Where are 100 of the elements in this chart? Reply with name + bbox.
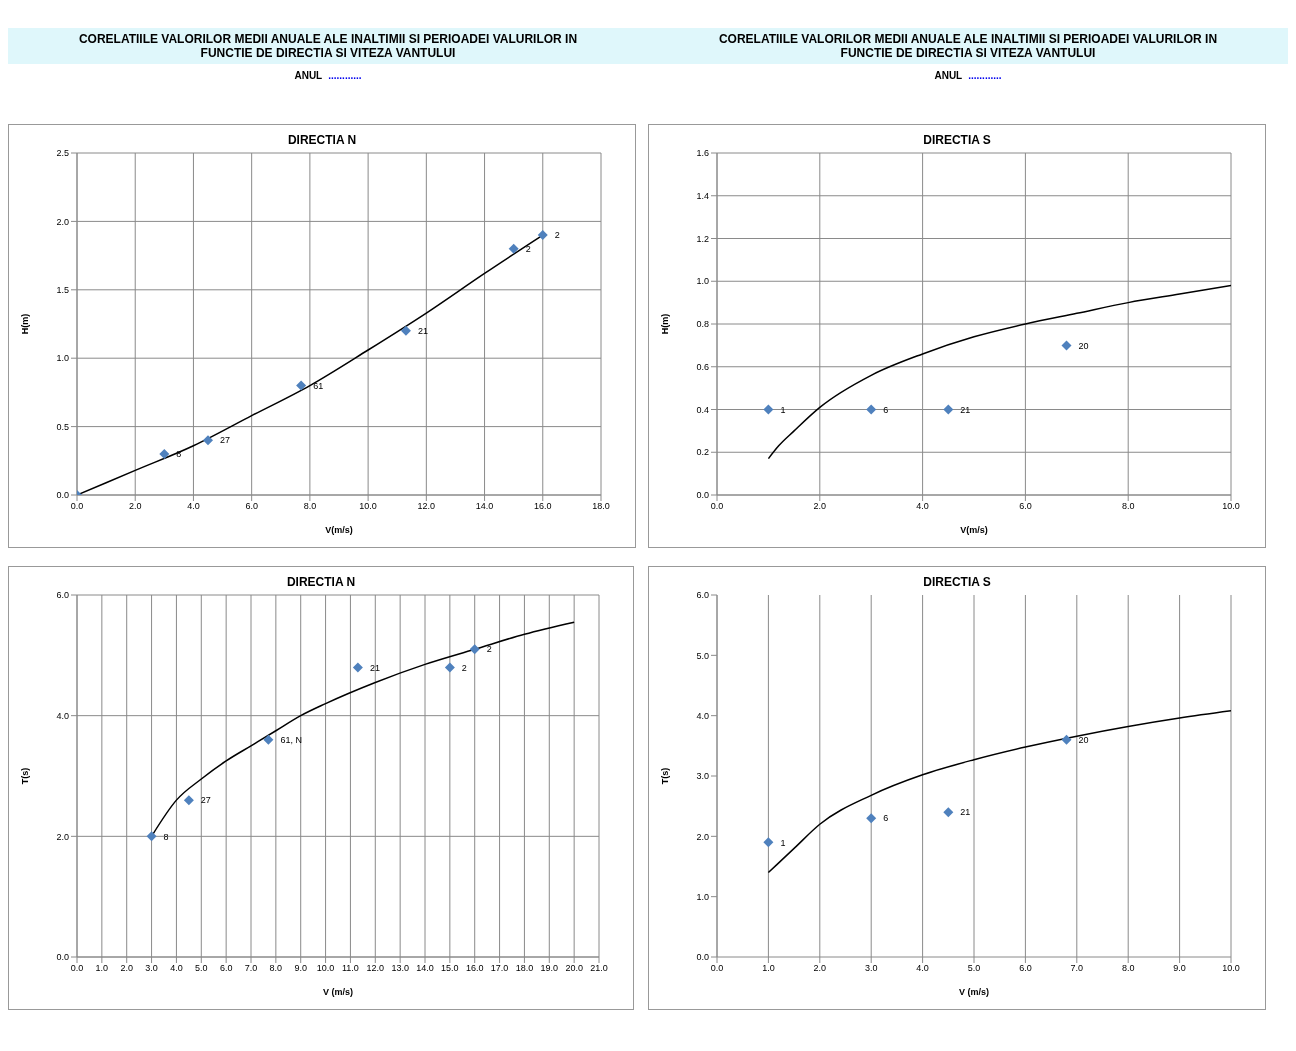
y-tick-label: 0.0 <box>696 952 709 963</box>
y-axis-title: H(m) <box>20 313 31 335</box>
y-tick-label: 1.5 <box>56 284 69 295</box>
y-tick-label: 0.2 <box>696 447 709 458</box>
x-tick-label: 4.0 <box>916 963 929 974</box>
x-tick-label: 0.0 <box>70 963 84 974</box>
annotation: 21 <box>960 404 971 415</box>
annotation: 21 <box>369 662 380 673</box>
point <box>1061 734 1072 745</box>
x-axis-title: V (m/s) <box>322 987 354 997</box>
chart-title: DIRECTIA N <box>286 133 358 147</box>
x-tick-label: 18.0 <box>515 963 534 974</box>
text: ANUL <box>294 70 323 81</box>
annotation: 27 <box>220 435 231 446</box>
y-tick-label: 6.0 <box>696 590 709 601</box>
annotation: 2 <box>525 243 531 254</box>
x-tick-label: 6.0 <box>245 501 258 512</box>
point <box>203 435 213 446</box>
x-tick-label: 8.0 <box>303 501 317 512</box>
x-tick-label: 15.0 <box>441 963 459 974</box>
x-tick-label: 13.0 <box>391 963 409 974</box>
x-tick-label: 10.0 <box>1222 501 1240 512</box>
y-tick-label: 3.0 <box>696 771 709 782</box>
annotation: 20 <box>1078 734 1089 745</box>
annotation: 20 <box>1078 340 1089 351</box>
point <box>763 837 774 848</box>
line-series <box>767 710 1231 874</box>
x-tick-label: 20.0 <box>565 963 583 974</box>
x-tick-label: 3.0 <box>145 963 158 974</box>
chart-title: DIRECTIA S <box>922 575 992 589</box>
x-tick-label: 12.0 <box>417 501 436 512</box>
point <box>469 644 480 655</box>
x-tick-label: 1.0 <box>95 963 109 974</box>
x-tick-label: 2.0 <box>128 501 142 512</box>
y-tick-label: 1.0 <box>696 276 709 287</box>
annotation: 61, N <box>280 734 302 745</box>
x-tick-label: 3.0 <box>864 963 878 974</box>
point <box>508 243 519 254</box>
annotation: 1 <box>780 404 786 415</box>
text: CORELATIILE VALORILOR MEDII ANUALE ALE INALTIMII SI PERIOADEI VALURILOR IN FUNCTIE DE DIRECTIA SI VITEZA VANTULUI <box>648 28 1288 64</box>
text: ANUL <box>934 70 963 81</box>
x-tick-label: 5.0 <box>195 963 208 974</box>
x-tick-label: 10.0 <box>1222 963 1240 974</box>
point <box>943 807 954 818</box>
y-tick-label: 1.0 <box>696 891 709 902</box>
x-tick-label: 16.0 <box>534 501 552 512</box>
x-tick-label: 8.0 <box>1121 501 1135 512</box>
x-tick-label: 6.0 <box>219 963 233 974</box>
y-tick-label: 0.5 <box>56 421 69 432</box>
x-tick-label: 4.0 <box>916 501 929 512</box>
y-tick-label: 2.0 <box>696 831 709 842</box>
y-tick-label: 0.0 <box>56 490 69 501</box>
y-tick-label: 1.2 <box>696 233 709 244</box>
x-tick-label: 6.0 <box>1019 501 1032 512</box>
x-tick-label: 10.0 <box>316 963 335 974</box>
y-tick-label: 5.0 <box>696 650 709 661</box>
x-tick-label: 7.0 <box>244 963 258 974</box>
point <box>866 813 877 824</box>
point <box>263 734 274 745</box>
y-tick-label: 0.0 <box>696 490 709 501</box>
x-tick-label: 17.0 <box>490 963 509 974</box>
text: CORELATIILE VALORILOR MEDII ANUALE ALE INALTIMII SI PERIOADEI VALURILOR IN FUNCTIE DE DIRECTIA SI VITEZA VANTULUI <box>8 28 648 64</box>
annotation: 2 <box>554 230 560 241</box>
point <box>444 662 455 673</box>
x-tick-label: 21.0 <box>590 963 608 974</box>
x-tick-label: 7.0 <box>1070 963 1084 974</box>
point <box>183 795 194 806</box>
y-tick-label: 1.0 <box>56 353 69 364</box>
x-tick-label: 8.0 <box>1121 963 1135 974</box>
y-tick-label: 1.6 <box>696 148 709 159</box>
y-tick-label: 4.0 <box>696 710 709 721</box>
annotation: 27 <box>200 795 211 806</box>
x-tick-label: 14.0 <box>475 501 494 512</box>
x-tick-label: 9.0 <box>294 963 307 974</box>
x-tick-label: 18.0 <box>592 501 610 512</box>
x-tick-label: 16.0 <box>465 963 484 974</box>
annotation: 21 <box>417 326 428 337</box>
line-series <box>767 284 1231 460</box>
point <box>146 831 157 842</box>
y-tick-label: 0.0 <box>56 952 69 963</box>
chart-title: DIRECTIA N <box>285 575 357 589</box>
x-axis-title: V(m/s) <box>325 525 353 535</box>
annotation: 8 <box>176 449 182 460</box>
y-tick-label: 0.6 <box>696 361 709 372</box>
x-tick-label: 10.0 <box>359 501 377 512</box>
annotation: 6 <box>883 813 889 824</box>
annotation: 6 <box>883 404 889 415</box>
x-tick-label: 14.0 <box>416 963 434 974</box>
y-axis-title: H(m) <box>660 313 671 335</box>
x-tick-label: 11.0 <box>342 963 359 974</box>
y-tick-label: 0.4 <box>696 404 709 415</box>
annotation: 2 <box>461 662 467 673</box>
x-tick-label: 2.0 <box>813 501 827 512</box>
x-axis-title: V (m/s) <box>958 987 990 997</box>
x-tick-label: 2.0 <box>120 963 133 974</box>
x-tick-label: 0.0 <box>710 501 724 512</box>
annotation: 1 <box>780 837 786 848</box>
y-tick-label: 1.4 <box>696 190 709 201</box>
x-tick-label: 4.0 <box>170 963 183 974</box>
x-tick-label: 9.0 <box>1173 963 1186 974</box>
